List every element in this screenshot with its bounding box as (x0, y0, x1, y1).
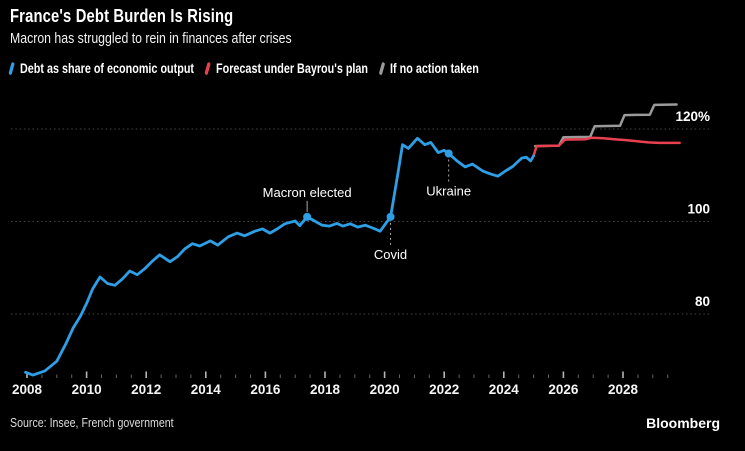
legend: Debt as share of economic output Forecas… (8, 61, 479, 76)
legend-item-bayrou-forecast: Forecast under Bayrou's plan (204, 61, 369, 76)
x-axis-label-2020: 2020 (370, 382, 400, 397)
x-axis-label-2024: 2024 (489, 382, 520, 397)
x-axis-label-2022: 2022 (429, 382, 459, 397)
source-note: Source: Insee, French government (10, 416, 174, 430)
annotation-label: Ukraine (426, 184, 471, 199)
legend-label: Forecast under Bayrou's plan (216, 61, 369, 76)
series-line-actual-debt (24, 136, 535, 377)
x-axis-label-2014: 2014 (191, 382, 222, 397)
annotation-dot (303, 212, 312, 221)
annotation-ukraine: Ukraine (426, 149, 471, 199)
legend-item-actual-debt: Debt as share of economic output (8, 61, 195, 76)
annotation-dot (386, 212, 395, 221)
y-axis-label-80: 80 (695, 294, 710, 309)
series-line-no-action (533, 103, 678, 148)
annotation-label: Macron elected (263, 185, 352, 200)
x-axis-label-2026: 2026 (548, 382, 579, 397)
chart-title: France's Debt Burden Is Rising (10, 6, 234, 26)
x-axis-label-2008: 2008 (12, 382, 43, 397)
y-axis-label-100: 100 (687, 202, 710, 217)
annotation-label: Covid (374, 247, 407, 262)
bloomberg-logo: Bloomberg (646, 415, 720, 431)
x-axis-label-2028: 2028 (608, 382, 639, 397)
annotation-dot (444, 149, 453, 158)
legend-item-no-action: If no action taken (378, 61, 479, 76)
legend-label: If no action taken (390, 61, 479, 76)
x-axis-label-2016: 2016 (250, 382, 281, 397)
x-axis-label-2018: 2018 (310, 382, 341, 397)
series-line-bayrou-forecast (532, 136, 681, 158)
annotation-macron-elected: Macron elected (263, 185, 352, 221)
x-axis-label-2012: 2012 (131, 382, 161, 397)
y-axis-label-120: 120% (675, 109, 710, 124)
chart-subtitle: Macron has struggled to rein in finances… (10, 30, 292, 47)
annotation-covid: Covid (374, 212, 407, 262)
x-axis-label-2010: 2010 (72, 382, 102, 397)
legend-label: Debt as share of economic output (20, 61, 195, 76)
